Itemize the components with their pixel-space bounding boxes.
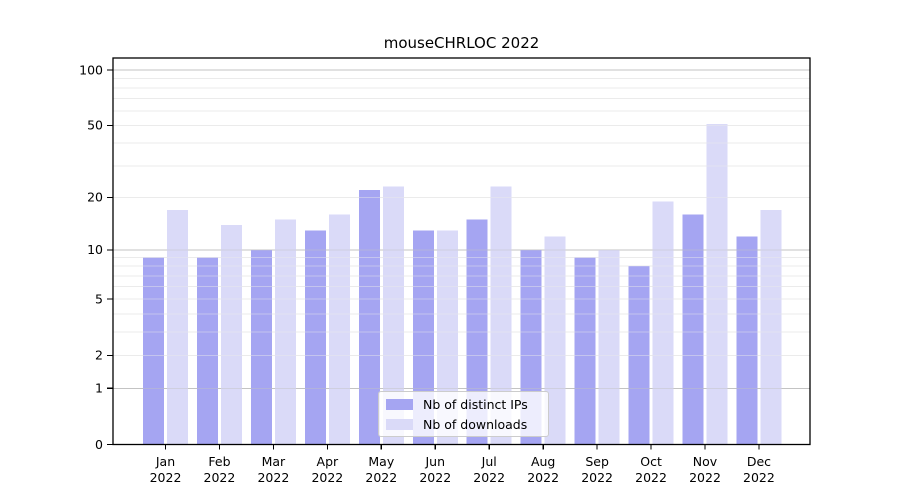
gridlines-overlay xyxy=(113,69,810,389)
y-tick-label-10: 10 xyxy=(87,242,103,257)
x-tick-label-year-mar: 2022 xyxy=(257,470,289,485)
x-tick-label-year-feb: 2022 xyxy=(204,470,236,485)
x-tick-label-month-nov: Nov xyxy=(693,454,718,469)
legend-label-downloads: Nb of downloads xyxy=(423,416,528,432)
bar-nb-of-distinct-ips-jun xyxy=(412,230,434,445)
x-tick-label-year-jan: 2022 xyxy=(150,470,182,485)
gridlines xyxy=(113,69,810,389)
bar-nb-of-distinct-ips-mar xyxy=(250,249,272,445)
bar-nb-of-distinct-ips-jan xyxy=(143,257,164,445)
x-tick-label-year-dec: 2022 xyxy=(743,470,775,485)
bar-nb-of-downloads-oct xyxy=(652,201,674,445)
legend-swatch-distinct-ips xyxy=(386,398,413,410)
bar-nb-of-downloads-may xyxy=(382,186,404,445)
bar-nb-of-downloads-jun xyxy=(436,230,458,445)
bar-nb-of-downloads-jul xyxy=(490,186,512,445)
y-axis: 0 1 2 5 10 20 50 100 xyxy=(79,62,113,452)
bar-nb-of-downloads-nov xyxy=(706,123,728,445)
bar-nb-of-downloads-apr xyxy=(328,214,350,445)
bar-nb-of-downloads-sep xyxy=(598,249,620,445)
x-tick-label-year-jul: 2022 xyxy=(473,470,505,485)
x-tick-label-year-jun: 2022 xyxy=(419,470,451,485)
x-tick-label-year-may: 2022 xyxy=(365,470,397,485)
bar-nb-of-downloads-jan xyxy=(167,209,188,445)
x-tick-label-year-aug: 2022 xyxy=(527,470,559,485)
y-tick-label-0: 0 xyxy=(95,437,103,452)
x-tick-label-month-mar: Mar xyxy=(262,454,286,469)
plot-border xyxy=(112,57,811,446)
bar-nb-of-distinct-ips-may xyxy=(358,190,380,445)
x-tick-label-month-oct: Oct xyxy=(640,454,662,469)
y-tick-label-50: 50 xyxy=(87,118,103,133)
legend: Nb of distinct IPs Nb of downloads xyxy=(378,391,549,437)
y-tick-label-5: 5 xyxy=(95,291,103,306)
x-tick-label-month-aug: Aug xyxy=(531,454,555,469)
bar-nb-of-distinct-ips-sep xyxy=(574,257,596,445)
bar-nb-of-distinct-ips-nov xyxy=(682,214,704,445)
y-tick-label-100: 100 xyxy=(79,62,103,77)
x-tick-label-month-feb: Feb xyxy=(208,454,230,469)
x-tick-label-year-nov: 2022 xyxy=(689,470,721,485)
x-tick-label-year-oct: 2022 xyxy=(635,470,667,485)
legend-entry-distinct-ips: Nb of distinct IPs xyxy=(386,397,542,412)
bar-nb-of-downloads-dec xyxy=(760,209,782,445)
x-tick-label-month-may: May xyxy=(368,454,394,469)
bar-nb-of-downloads-mar xyxy=(274,219,296,445)
y-tick-label-2: 2 xyxy=(95,348,103,363)
x-tick-label-month-jun: Jun xyxy=(424,454,445,469)
bar-nb-of-distinct-ips-oct xyxy=(628,266,650,445)
bar-nb-of-distinct-ips-jul xyxy=(466,219,488,445)
legend-entry-downloads: Nb of downloads xyxy=(386,417,542,432)
y-tick-label-20: 20 xyxy=(87,190,103,205)
y-tick-label-1: 1 xyxy=(95,381,103,396)
x-tick-label-year-apr: 2022 xyxy=(311,470,343,485)
x-tick-label-year-sep: 2022 xyxy=(581,470,613,485)
x-tick-label-month-jan: Jan xyxy=(155,454,175,469)
bar-nb-of-distinct-ips-apr xyxy=(304,230,326,445)
chart-title: mouseCHRLOC 2022 xyxy=(383,34,540,52)
legend-swatch-downloads xyxy=(386,418,413,430)
x-tick-label-month-dec: Dec xyxy=(747,454,771,469)
x-tick-label-month-apr: Apr xyxy=(317,454,339,469)
bar-nb-of-downloads-feb xyxy=(220,224,242,445)
x-axis: Jan2022Feb2022Mar2022Apr2022May2022Jun20… xyxy=(150,444,775,485)
x-tick-label-month-jul: Jul xyxy=(481,454,497,469)
bar-nb-of-distinct-ips-feb xyxy=(196,257,218,445)
bars xyxy=(143,123,782,445)
bar-nb-of-distinct-ips-dec xyxy=(736,236,758,445)
x-tick-label-month-sep: Sep xyxy=(585,454,609,469)
bar-nb-of-downloads-aug xyxy=(544,236,566,445)
legend-label-distinct-ips: Nb of distinct IPs xyxy=(423,396,528,412)
